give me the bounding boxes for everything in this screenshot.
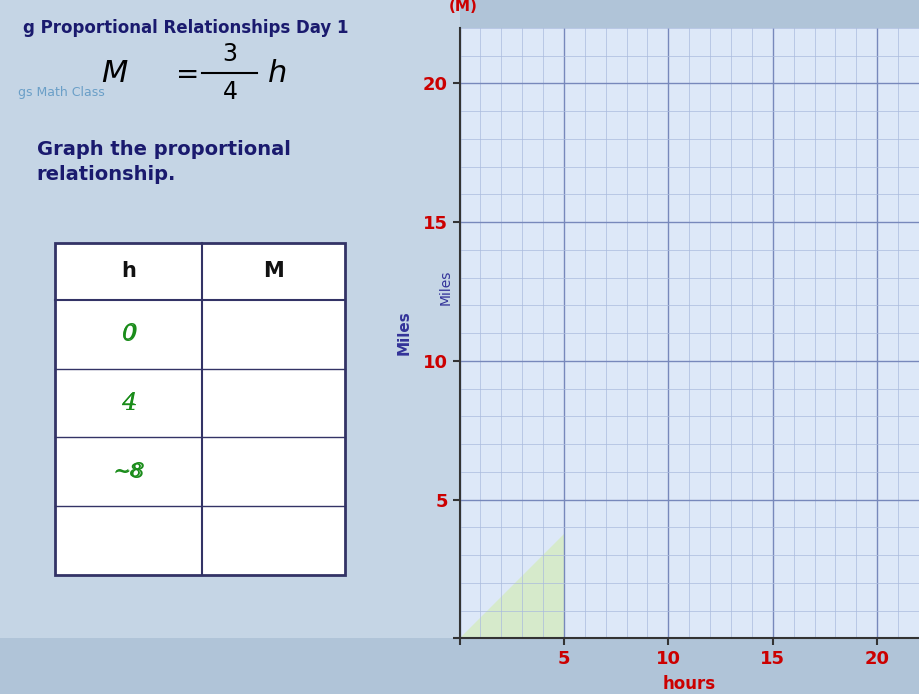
Text: ~8: ~8 <box>114 462 143 481</box>
Text: $=$: $=$ <box>170 60 198 87</box>
Text: (M): (M) <box>449 0 478 14</box>
Text: $3$: $3$ <box>222 43 237 66</box>
Text: ~8: ~8 <box>112 462 145 482</box>
Text: 0: 0 <box>120 323 137 346</box>
Text: M: M <box>263 262 284 281</box>
Text: Graph the proportional
relationship.: Graph the proportional relationship. <box>37 140 290 185</box>
Text: $h$: $h$ <box>267 58 286 89</box>
Text: g Proportional Relationships Day 1: g Proportional Relationships Day 1 <box>23 19 348 37</box>
Text: gs Math Class: gs Math Class <box>18 86 105 99</box>
X-axis label: hours: hours <box>663 675 716 693</box>
Text: $M$: $M$ <box>101 58 129 89</box>
Text: 4: 4 <box>120 391 137 414</box>
Text: 4: 4 <box>121 393 136 413</box>
Bar <box>55 243 345 575</box>
Y-axis label: Miles: Miles <box>397 311 412 355</box>
Text: Miles: Miles <box>438 270 453 305</box>
Text: $4$: $4$ <box>221 81 238 104</box>
Polygon shape <box>460 534 564 638</box>
Text: h: h <box>121 262 136 281</box>
Text: 0: 0 <box>121 324 136 344</box>
